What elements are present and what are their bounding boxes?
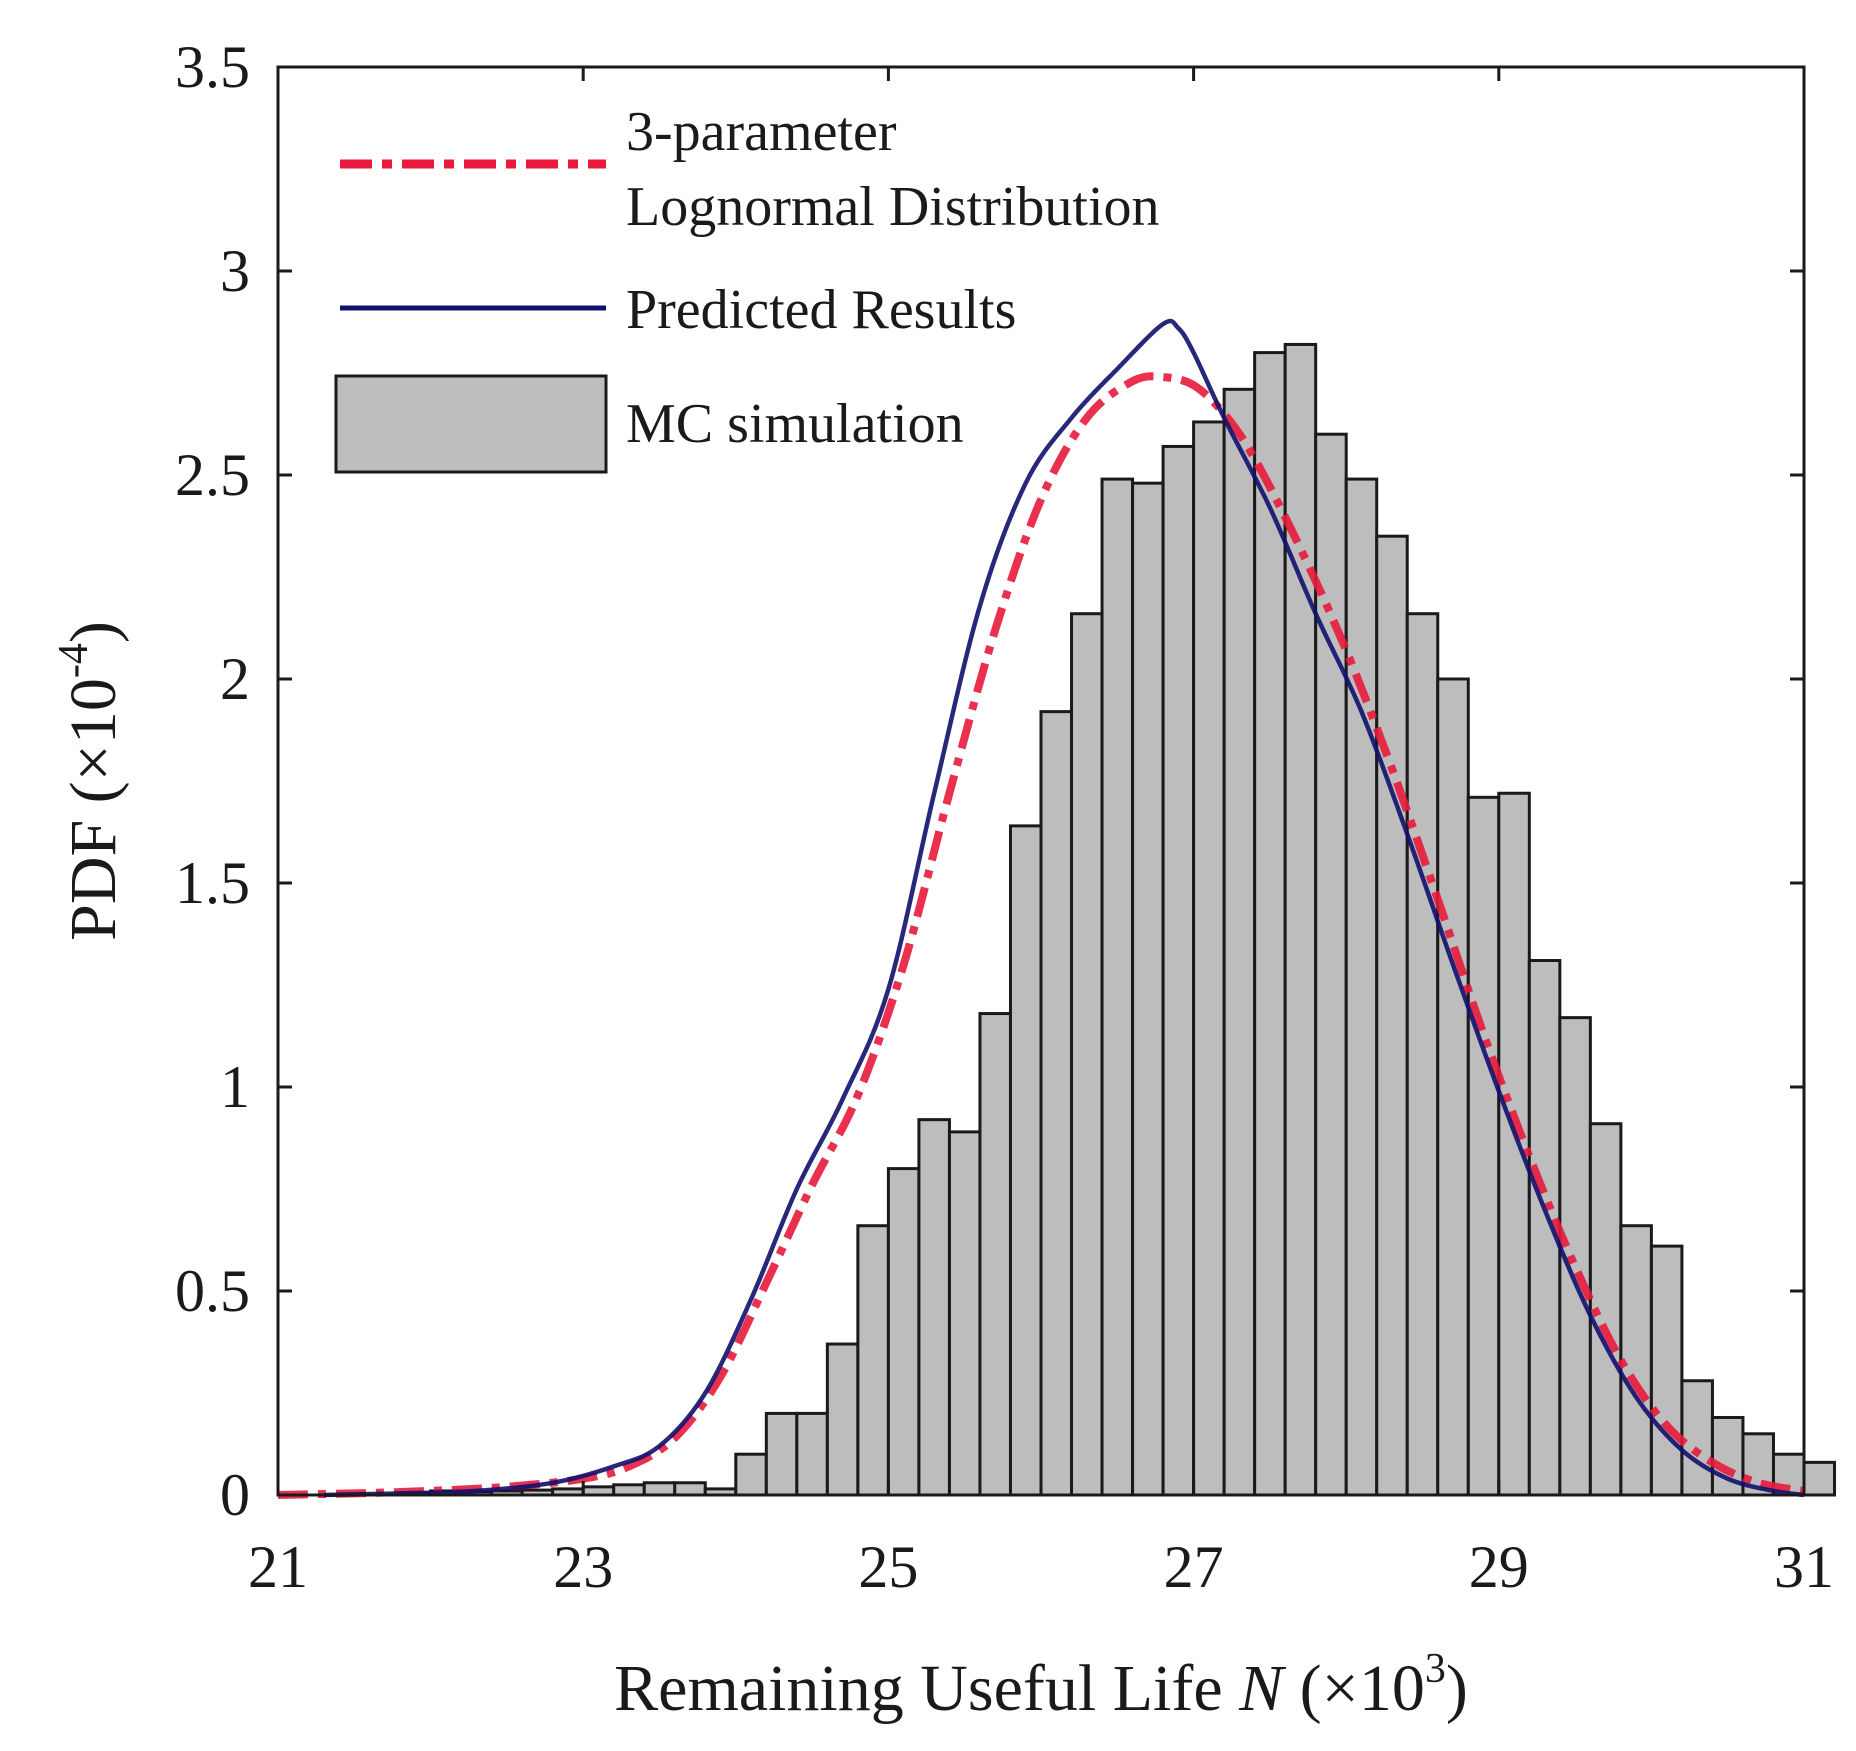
histogram-bar (1100, 477, 1135, 1497)
legend-label-lognormal-line2: Lognormal Distribution (626, 176, 1160, 238)
y-tick-label: 0.5 (175, 1258, 250, 1324)
histogram-bar (1161, 444, 1196, 1497)
series-line-lognormal (277, 372, 1805, 1499)
histogram-bar (764, 1411, 799, 1497)
histogram-bar (978, 1012, 1012, 1497)
histogram-bar (917, 1118, 951, 1497)
histogram-bar (673, 1481, 707, 1497)
histogram-bar (1680, 1379, 1714, 1497)
histogram-bar (1222, 387, 1257, 1497)
y-tick-label: 1.5 (175, 850, 250, 916)
x-tick-label: 25 (858, 1534, 918, 1600)
legend-label-mc: MC simulation (626, 393, 964, 455)
y-tick-label: 1 (220, 1054, 250, 1120)
histogram-bar (1436, 677, 1470, 1497)
histogram-bar (1253, 351, 1287, 1497)
x-axis-title-variable: N (1238, 1652, 1287, 1725)
y-tick-label: 0 (220, 1462, 250, 1528)
x-tick-label: 29 (1469, 1534, 1529, 1600)
legend-label-predicted: Predicted Results (626, 279, 1016, 341)
x-axis-title-text: Remaining Useful Life (614, 1652, 1223, 1725)
legend-label-lognormal-line1: 3-parameter (626, 101, 897, 163)
histogram-bar (734, 1452, 768, 1497)
y-axis-title-exponent: -4 (51, 643, 97, 678)
histogram-bar (1497, 791, 1531, 1497)
x-tick-label: 27 (1164, 1534, 1224, 1600)
curves (277, 318, 1805, 1499)
histogram-bar (1466, 795, 1501, 1497)
x-tick-label: 31 (1774, 1534, 1834, 1600)
histogram-bar (1131, 481, 1165, 1497)
plot-frame (276, 65, 1806, 1497)
x-axis-title-unit-open: (×10 (1300, 1652, 1425, 1725)
histogram-bar (1283, 342, 1318, 1497)
histogram-bar (1192, 420, 1226, 1497)
y-tick-label: 3 (220, 238, 250, 304)
y-axis-title-unit-open: (×10 (57, 678, 130, 803)
x-axis-title-unit-close: ) (1446, 1652, 1468, 1725)
series-line-predicted (323, 318, 1805, 1498)
histogram-bar (795, 1411, 829, 1497)
histogram-bar (1802, 1460, 1837, 1497)
y-axis-title-unit-close: ) (57, 621, 130, 643)
legend-swatch-mc (334, 374, 608, 474)
histogram-bar (947, 1130, 982, 1497)
histogram-bar (825, 1342, 860, 1497)
x-tick-label: 21 (248, 1534, 308, 1600)
histogram-bar (1344, 477, 1379, 1497)
histogram-bar (1314, 432, 1348, 1497)
y-axis-title: PDF (×10-4) (51, 621, 130, 941)
histogram-bar (1039, 710, 1074, 1497)
y-axis-ticks: 0 0.5 1 1.5 2 2.5 3 3.5 (175, 34, 1804, 1528)
x-axis-ticks: 21 23 25 27 29 31 (248, 67, 1834, 1600)
histogram-bar (1375, 534, 1409, 1497)
histogram-bar (1008, 824, 1043, 1497)
histogram-bar (612, 1483, 646, 1497)
x-tick-label: 23 (553, 1534, 613, 1600)
histogram-bar (1649, 1244, 1684, 1497)
y-axis-title-text: PDF (57, 820, 130, 941)
y-tick-label: 2.5 (175, 442, 250, 508)
legend: 3-parameter Lognormal Distribution Predi… (334, 101, 1160, 474)
histogram-bar (856, 1224, 890, 1497)
histogram-bar (1405, 612, 1440, 1497)
y-tick-label: 3.5 (175, 34, 250, 100)
y-tick-label: 2 (220, 646, 250, 712)
histogram-bar (886, 1167, 921, 1497)
x-axis-title: Remaining Useful Life N (×103) (614, 1646, 1468, 1725)
histogram-bar (1070, 612, 1104, 1497)
histogram-bar (642, 1481, 677, 1497)
x-axis-title-exponent: 3 (1425, 1646, 1446, 1692)
